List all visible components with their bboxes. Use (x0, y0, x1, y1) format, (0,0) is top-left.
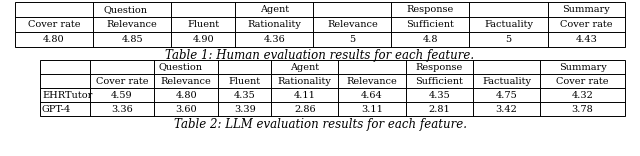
Text: Question: Question (103, 5, 147, 14)
Text: 4.8: 4.8 (422, 35, 438, 44)
Text: GPT-4: GPT-4 (42, 105, 71, 114)
Text: 4.32: 4.32 (572, 90, 593, 100)
Text: 4.36: 4.36 (264, 35, 285, 44)
Text: 5: 5 (349, 35, 355, 44)
Text: Cover rate: Cover rate (560, 20, 612, 29)
Text: 3.39: 3.39 (234, 105, 255, 114)
Text: 4.11: 4.11 (294, 90, 316, 100)
Text: 3.60: 3.60 (175, 105, 197, 114)
Text: Agent: Agent (290, 63, 319, 71)
Text: 4.43: 4.43 (575, 35, 597, 44)
Text: Relevance: Relevance (161, 76, 212, 85)
Text: 5: 5 (506, 35, 511, 44)
Text: 3.11: 3.11 (361, 105, 383, 114)
Text: Table 1: Human evaluation results for each feature.: Table 1: Human evaluation results for ea… (165, 49, 475, 62)
Text: Question: Question (158, 63, 202, 71)
Bar (15, 2, 625, 47)
Text: Relevance: Relevance (107, 20, 157, 29)
Text: 4.85: 4.85 (122, 35, 143, 44)
Text: Relevance: Relevance (347, 76, 397, 85)
Text: 3.42: 3.42 (495, 105, 518, 114)
Text: Sufficient: Sufficient (406, 20, 454, 29)
Text: Sufficient: Sufficient (415, 76, 463, 85)
Text: 4.80: 4.80 (44, 35, 65, 44)
Text: Response: Response (407, 5, 454, 14)
Text: Response: Response (415, 63, 463, 71)
Text: Fluent: Fluent (187, 20, 220, 29)
Text: EHRTutor: EHRTutor (42, 90, 92, 100)
Text: 3.36: 3.36 (111, 105, 132, 114)
Text: 2.86: 2.86 (294, 105, 316, 114)
Text: Factuality: Factuality (482, 76, 531, 85)
Text: Relevance: Relevance (327, 20, 378, 29)
Text: Summary: Summary (559, 63, 607, 71)
Text: 4.59: 4.59 (111, 90, 132, 100)
Text: 4.64: 4.64 (361, 90, 383, 100)
Text: Table 2: LLM evaluation results for each feature.: Table 2: LLM evaluation results for each… (173, 118, 467, 131)
Text: Rationality: Rationality (278, 76, 332, 85)
Text: 3.78: 3.78 (572, 105, 593, 114)
Text: Rationality: Rationality (247, 20, 301, 29)
Bar (40, 60, 625, 116)
Text: Summary: Summary (563, 5, 610, 14)
Text: Cover rate: Cover rate (95, 76, 148, 85)
Text: Cover rate: Cover rate (28, 20, 80, 29)
Text: 4.80: 4.80 (175, 90, 197, 100)
Text: 4.90: 4.90 (193, 35, 214, 44)
Text: 4.75: 4.75 (495, 90, 517, 100)
Text: Factuality: Factuality (484, 20, 533, 29)
Text: Agent: Agent (260, 5, 289, 14)
Text: Cover rate: Cover rate (556, 76, 609, 85)
Text: Fluent: Fluent (228, 76, 261, 85)
Text: 4.35: 4.35 (428, 90, 450, 100)
Text: 4.35: 4.35 (234, 90, 255, 100)
Text: 2.81: 2.81 (428, 105, 450, 114)
